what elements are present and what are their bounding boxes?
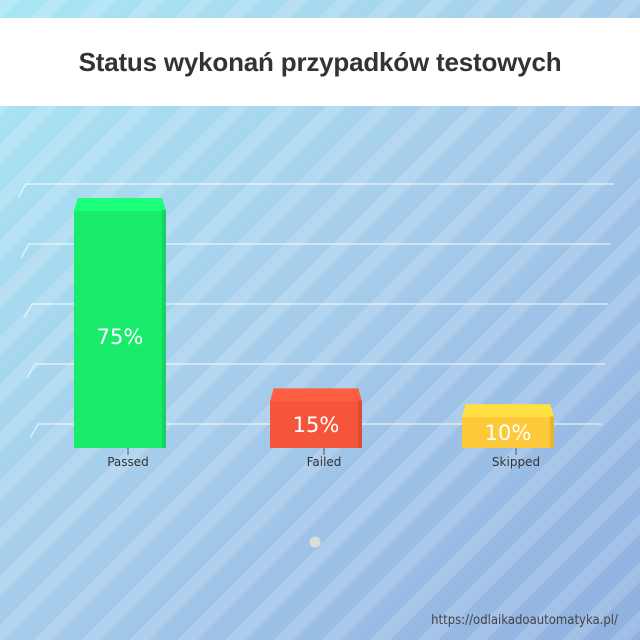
title-banner: Status wykonań przypadków testowych: [0, 18, 640, 106]
x-tick-labels: Passed Failed Skipped: [107, 448, 540, 469]
bar-top-face: [270, 388, 362, 402]
chart-title: Status wykonań przypadków testowych: [78, 46, 562, 77]
grid-line: [17, 183, 614, 199]
bar-failed[interactable]: 15%: [270, 388, 362, 448]
grid-line: [26, 363, 605, 379]
bars-group: 75% 15% 10%: [74, 198, 554, 448]
x-tick-label: Passed: [107, 455, 149, 469]
bar-side-face: [162, 210, 166, 448]
grid-line: [23, 303, 608, 319]
data-label: 15%: [293, 413, 340, 437]
bar-skipped[interactable]: 10%: [462, 404, 554, 448]
x-tick-label: Skipped: [492, 455, 540, 469]
bar-side-face: [358, 400, 362, 448]
grid-line: [29, 423, 602, 439]
bar-front-face: [74, 210, 166, 448]
grid-lines: [17, 183, 614, 439]
source-url[interactable]: https://odlaikadoautomatyka.pl/: [431, 613, 618, 628]
bar-side-face: [550, 416, 554, 448]
bar-passed[interactable]: 75%: [74, 198, 166, 448]
bar-front-face: [270, 400, 362, 448]
bar-front-face: [462, 416, 554, 448]
x-tick-label: Failed: [307, 455, 342, 469]
data-label: 75%: [97, 325, 144, 349]
bar-top-face: [462, 404, 554, 418]
grid-line: [20, 243, 611, 259]
data-label: 10%: [485, 421, 532, 445]
bar-top-face: [74, 198, 166, 211]
pagination-dot[interactable]: [309, 536, 321, 548]
